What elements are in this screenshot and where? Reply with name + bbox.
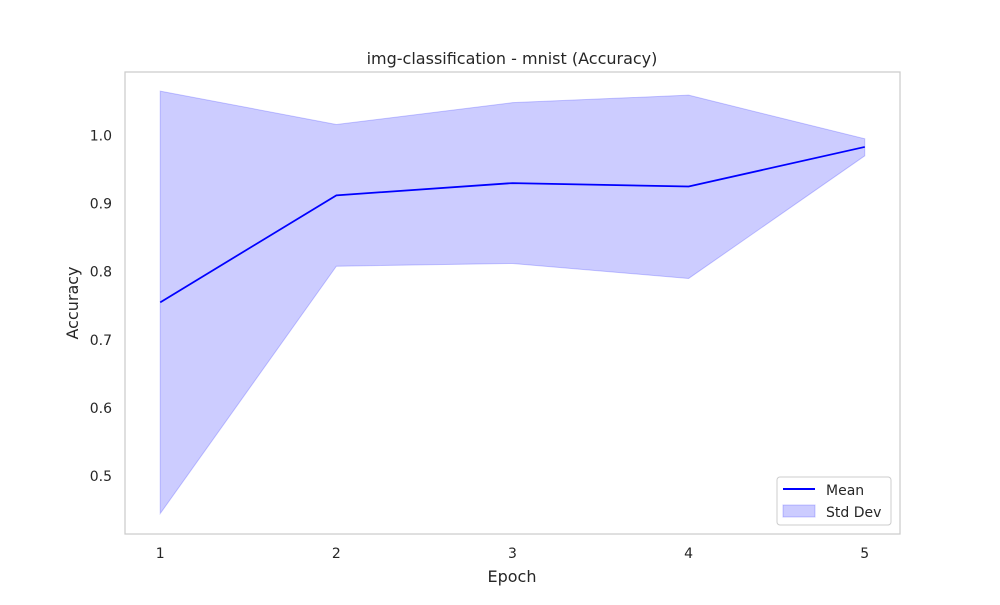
x-tick-label: 5 [860, 546, 869, 562]
y-axis-label: Accuracy [63, 266, 82, 339]
x-tick-label: 3 [508, 546, 517, 562]
x-axis-ticks: 1 2 3 4 5 [156, 546, 869, 562]
mean-point [334, 193, 338, 197]
x-tick-label: 4 [684, 546, 693, 562]
x-tick-label: 2 [332, 546, 341, 562]
y-tick-label: 0.8 [90, 265, 112, 281]
legend-std-label: Std Dev [826, 505, 881, 521]
y-tick-label: 0.6 [90, 401, 112, 417]
mean-point [511, 181, 515, 185]
legend-mean-label: Mean [826, 483, 864, 499]
chart-title: img-classification - mnist (Accuracy) [367, 49, 658, 68]
x-tick-label: 1 [156, 546, 165, 562]
mean-point [863, 145, 867, 149]
mean-point [687, 184, 691, 188]
y-tick-label: 0.9 [90, 197, 112, 213]
y-tick-label: 0.7 [90, 333, 112, 349]
legend-std-swatch [782, 504, 816, 518]
y-axis-ticks: 0.5 0.6 0.7 0.8 0.9 1.0 [90, 128, 112, 485]
legend: Mean Std Dev [776, 476, 892, 526]
mean-line [159, 146, 865, 304]
std-dev-band [159, 90, 866, 516]
plot-area [158, 90, 867, 516]
mean-point [158, 300, 162, 304]
x-axis-label: Epoch [488, 567, 537, 586]
y-tick-label: 0.5 [90, 469, 112, 485]
y-tick-label: 1.0 [90, 128, 112, 144]
plot-frame [124, 71, 901, 535]
